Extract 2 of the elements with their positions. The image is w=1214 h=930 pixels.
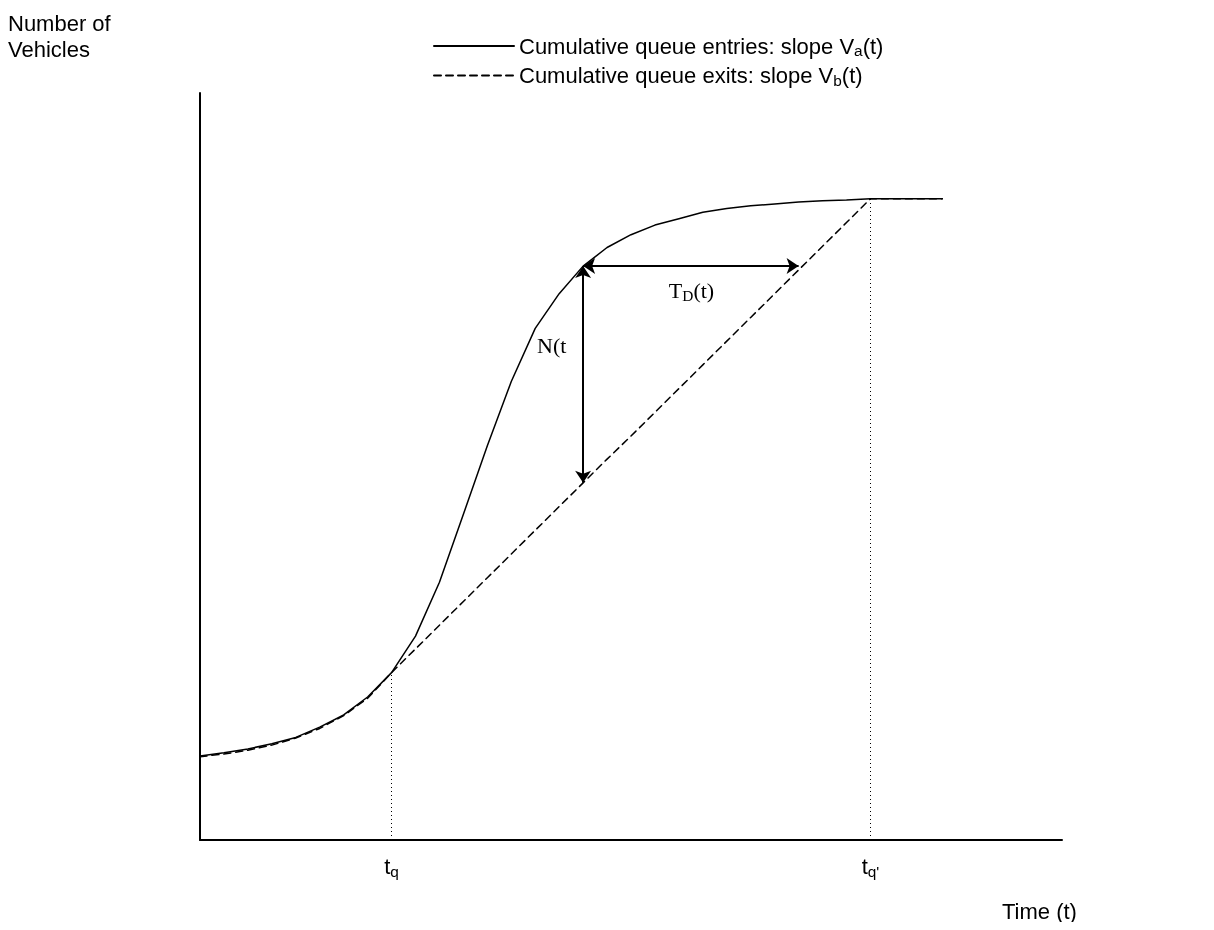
text: Number of Vehicles <box>8 10 112 62</box>
annotation: N(t <box>537 332 567 358</box>
